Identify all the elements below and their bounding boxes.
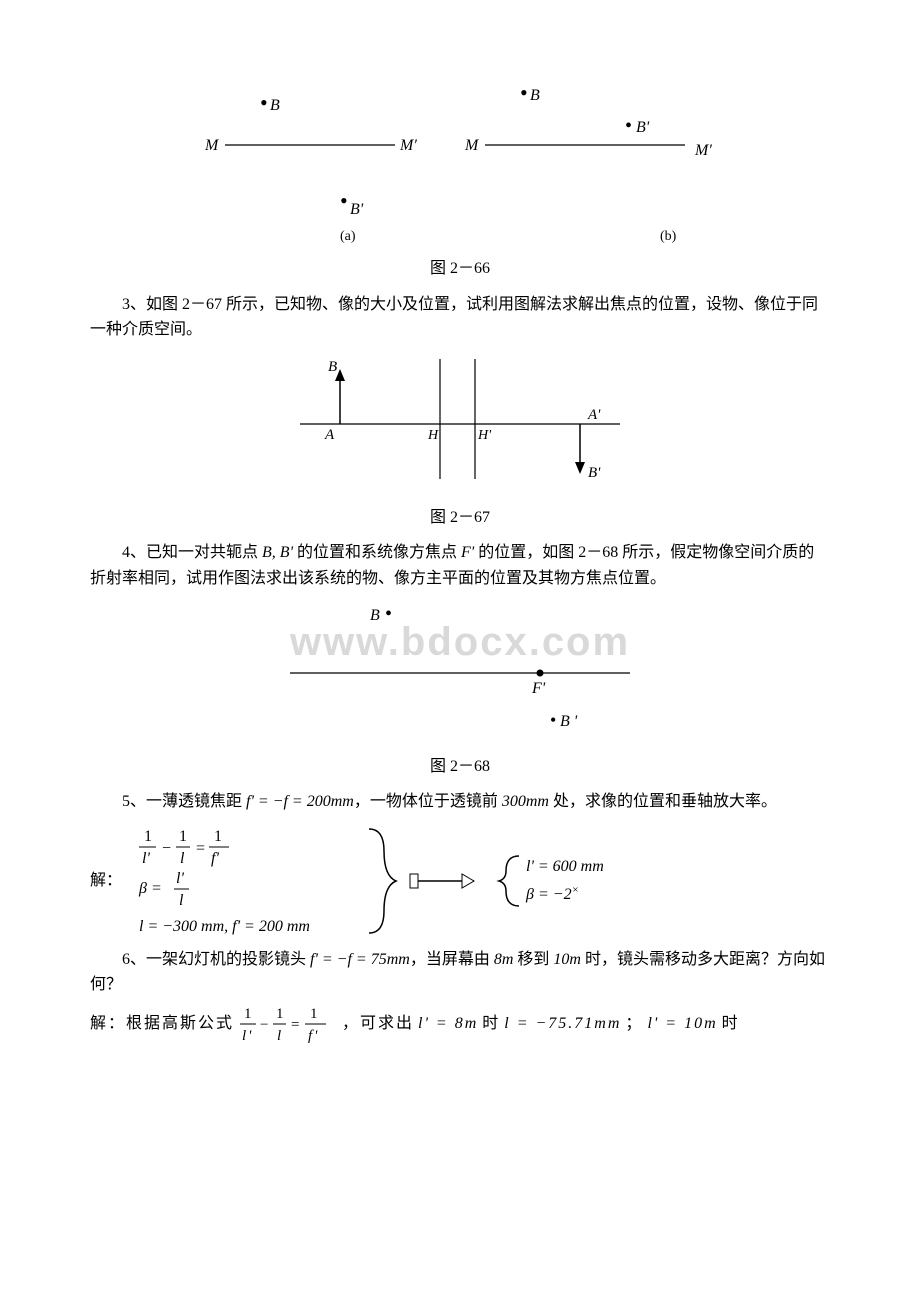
fig266b-Mp: M′	[694, 142, 712, 159]
fig268-Bp: B '	[560, 713, 578, 730]
svg-text:1: 1	[244, 1006, 254, 1022]
fig266-caption: 图 2－66	[90, 256, 830, 282]
sol6-gauss-svg: 1 l' − 1 l = 1 f'	[238, 1004, 338, 1044]
svg-text:l: l	[179, 892, 184, 909]
fig266a-M: M	[204, 137, 220, 154]
fig266b-B: B	[530, 87, 540, 104]
fig266a-Mp: M′	[399, 137, 417, 154]
svg-text:•: •	[550, 710, 556, 730]
fig268-caption: 图 2－68	[90, 754, 830, 780]
sol5-label: 解：	[90, 868, 122, 894]
svg-text:1: 1	[179, 828, 187, 845]
svg-text:1: 1	[214, 828, 222, 845]
question-4: 4、已知一对共轭点 B, B' 的位置和系统像方焦点 F' 的位置，如图 2－6…	[90, 540, 830, 591]
svg-text:•: •	[520, 80, 528, 105]
fig267-Hp: H'	[477, 428, 492, 443]
fig267-A: A	[324, 427, 335, 443]
svg-text:l: l	[180, 850, 185, 867]
svg-text:1: 1	[144, 828, 152, 845]
fig266-blabel: (b)	[660, 229, 677, 244]
svg-text:•: •	[625, 115, 632, 137]
fig268-B: B	[370, 607, 380, 624]
sol5-svg: 1 l' − 1 l = 1 f' β = l' l l = −300 mm, …	[134, 821, 694, 941]
svg-text:1: 1	[310, 1006, 320, 1022]
svg-text:=: =	[291, 1017, 301, 1033]
fig267-caption: 图 2－67	[90, 505, 830, 531]
figure-2-67: H H' A B A' B'	[90, 349, 830, 499]
svg-text:l': l'	[242, 1028, 253, 1044]
fig267-H: H	[427, 428, 439, 443]
question-3: 3、如图 2－67 所示，已知物、像的大小及位置，试利用图解法求解出焦点的位置，…	[90, 292, 830, 343]
svg-text:l': l'	[142, 850, 150, 867]
fig268-Fp: F'	[531, 680, 546, 697]
fig266-alabel: (a)	[340, 229, 356, 244]
figure-2-68: B • F' • B '	[90, 598, 830, 748]
figure-2-66: • B M M′ • B' (a) • B M M′ • B' (b)	[90, 80, 830, 250]
svg-text:l': l'	[176, 870, 184, 887]
svg-text:=: =	[196, 840, 205, 857]
svg-text:β =: β =	[138, 880, 162, 897]
fig266a-B: B	[270, 97, 280, 114]
svg-text:l: l	[277, 1028, 283, 1044]
fig-2-67-svg: H H' A B A' B'	[280, 349, 640, 499]
svg-text:f': f'	[211, 850, 219, 867]
fig-2-66b-svg: • B M M′ • B' (b)	[460, 80, 720, 250]
svg-text:l' = 600 mm: l' = 600 mm	[526, 858, 604, 875]
fig266b-Bp: B'	[636, 119, 650, 136]
svg-text:l = −300 mm, f' = 200 mm: l = −300 mm, f' = 200 mm	[139, 918, 310, 935]
svg-text:−: −	[162, 840, 171, 857]
fig-2-66a-svg: • B M M′ • B' (a)	[200, 80, 420, 250]
question-6: 6、一架幻灯机的投影镜头 f' = −f = 75mm，当屏幕由 8m 移到 1…	[90, 947, 830, 998]
fig266a-Bp: B'	[350, 201, 364, 218]
fig266b-M: M	[464, 137, 480, 154]
fig-2-68-svg: B • F' • B '	[260, 598, 660, 748]
fig267-Bp: B'	[588, 465, 601, 481]
svg-text:•: •	[260, 90, 268, 115]
fig267-B: B	[328, 359, 337, 375]
page-content: • B M M′ • B' (a) • B M M′ • B' (b) 图 2－…	[90, 80, 830, 1044]
question-5: 5、一薄透镜焦距 f' = −f = 200mm，一物体位于透镜前 300mm …	[90, 789, 830, 815]
fig267-Ap: A'	[587, 407, 601, 423]
svg-text:β = −2×: β = −2×	[525, 884, 579, 903]
solution-6: 解：根据高斯公式 1 l' − 1 l = 1 f' ，可求出 l' = 8m …	[90, 1004, 830, 1044]
svg-text:•: •	[340, 188, 348, 213]
svg-text:1: 1	[276, 1006, 286, 1022]
svg-text:−: −	[260, 1017, 270, 1033]
svg-text:•: •	[385, 603, 392, 625]
svg-text:f': f'	[308, 1028, 319, 1044]
solution-5: 解： 1 l' − 1 l = 1 f' β = l' l l = −300 m…	[90, 821, 830, 941]
